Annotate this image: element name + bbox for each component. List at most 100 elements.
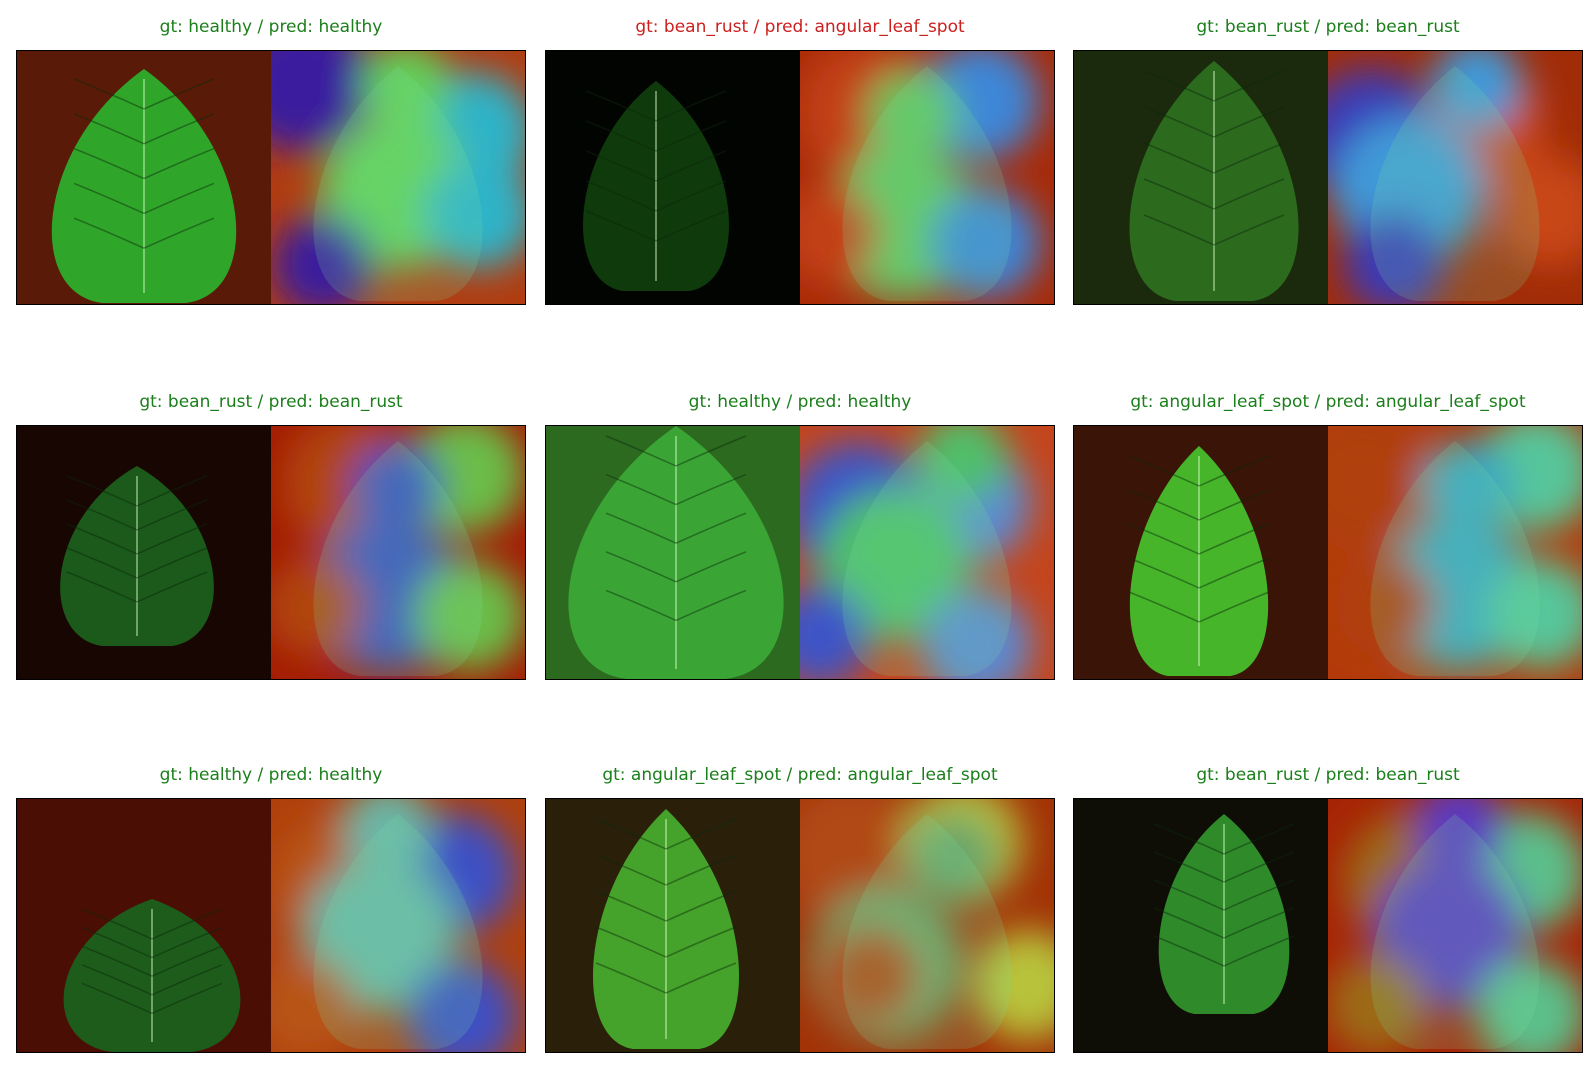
leaf-side-vein [81, 964, 223, 996]
heatmap-blob [909, 812, 999, 902]
leaf-shape [568, 426, 784, 679]
leaf-side-vein [66, 499, 208, 531]
heatmap-blob [800, 586, 870, 679]
leaf-side-vein [73, 217, 215, 249]
original-image [1074, 426, 1328, 679]
original-image [1074, 799, 1328, 1052]
original-image [17, 426, 271, 679]
panel-title: gt: bean_rust / pred: bean_rust [139, 392, 403, 412]
original-image [17, 799, 271, 1052]
leaf-overlay [1370, 66, 1540, 301]
leaf-shape [582, 81, 730, 291]
heatmap-blob [1432, 51, 1522, 129]
leaf-side-vein [1128, 557, 1270, 589]
heatmap-image [800, 799, 1054, 1052]
leaf-side-vein [585, 90, 727, 122]
heatmap-image [271, 426, 525, 679]
heatmap-blob [1414, 799, 1504, 871]
heatmap-image [800, 426, 1054, 679]
heatmap-blob [1335, 555, 1435, 655]
leaf-shape [592, 809, 740, 1049]
leaf-overlay [1370, 814, 1540, 1049]
heatmap-blob [361, 51, 451, 131]
heatmap-image [1328, 426, 1582, 679]
panel-title: gt: healthy / pred: healthy [159, 765, 383, 785]
heatmap-blob [271, 957, 355, 1052]
panel-title: gt: bean_rust / pred: angular_leaf_spot [635, 17, 965, 37]
image-pair [545, 798, 1055, 1053]
leaf-side-vein [595, 818, 737, 850]
leaf-side-vein [1128, 455, 1270, 487]
leaf-shape [1129, 446, 1269, 676]
heatmap-blob [800, 184, 879, 284]
heatmap-blob [973, 930, 1054, 1040]
leaf-photo [17, 799, 271, 1052]
saliency-heatmap [800, 51, 1054, 304]
saliency-heatmap [800, 799, 1054, 1052]
image-pair [1073, 425, 1583, 680]
heatmap-blob [1328, 426, 1433, 551]
leaf-side-vein [605, 473, 747, 506]
prediction-panel: gt: angular_leaf_spot / pred: angular_le… [545, 758, 1055, 1053]
leaf-side-vein [66, 475, 208, 507]
prediction-panel: gt: bean_rust / pred: bean_rust [1073, 758, 1583, 1053]
leaf-side-vein [605, 435, 747, 467]
image-pair [16, 50, 526, 305]
leaf-side-vein [1143, 178, 1285, 210]
prediction-panel: gt: healthy / pred: healthy [16, 758, 526, 1053]
leaf-side-vein [1128, 523, 1270, 555]
leaf-side-vein [605, 512, 747, 544]
leaf-shape [63, 899, 241, 1052]
prediction-panel: gt: healthy / pred: healthy [16, 10, 526, 305]
prediction-panel: gt: bean_rust / pred: bean_rust [1073, 10, 1583, 305]
leaf-side-vein [1143, 142, 1285, 174]
heatmap-blob [1496, 157, 1582, 267]
saliency-heatmap [1328, 799, 1582, 1052]
heatmap-blob [1423, 441, 1513, 531]
panel-title: gt: angular_leaf_spot / pred: angular_le… [602, 765, 998, 785]
panel-title: gt: healthy / pred: healthy [159, 17, 383, 37]
leaf-side-vein [81, 926, 223, 959]
leaf-side-vein [585, 180, 727, 212]
image-pair [545, 425, 1055, 680]
heatmap-blob [1487, 559, 1582, 669]
original-image [546, 426, 800, 679]
heatmap-blob [931, 188, 1041, 298]
heatmap-blob [352, 443, 442, 533]
leaf-shape [60, 466, 214, 646]
leaf-side-vein [66, 523, 208, 555]
heatmap-blob [271, 51, 371, 151]
prediction-panel: gt: angular_leaf_spot / pred: angular_le… [1073, 385, 1583, 680]
leaf-side-vein [1143, 214, 1285, 246]
heatmap-blob [271, 557, 364, 657]
original-image [546, 51, 800, 304]
leaf-side-vein [1128, 489, 1270, 521]
heatmap-blob [425, 159, 525, 269]
saliency-heatmap [271, 51, 525, 304]
original-image [17, 51, 271, 304]
heatmap-blob [1375, 858, 1525, 1008]
heatmap-blob [918, 426, 1008, 502]
leaf-photo [546, 426, 800, 679]
leaf-side-vein [81, 982, 223, 1015]
leaf-side-vein [595, 854, 737, 886]
heatmap-blob [1328, 955, 1426, 1052]
heatmap-image [271, 799, 525, 1052]
panel-title: gt: healthy / pred: healthy [688, 392, 912, 412]
leaf-side-vein [585, 150, 727, 182]
leaf-shape [51, 69, 237, 303]
prediction-panel: gt: bean_rust / pred: bean_rust [16, 385, 526, 680]
image-pair [545, 50, 1055, 305]
heatmap-blob [416, 561, 525, 671]
heatmap-blob [819, 489, 969, 639]
original-image [1074, 51, 1328, 304]
leaf-side-vein [605, 589, 747, 622]
panel-title: gt: bean_rust / pred: bean_rust [1196, 17, 1460, 37]
leaf-side-vein [66, 547, 208, 579]
heatmap-blob [273, 215, 373, 304]
leaf-side-vein [81, 908, 223, 940]
saliency-heatmap [800, 426, 1054, 679]
leaf-side-vein [1143, 70, 1285, 102]
heatmap-blob [1478, 959, 1582, 1052]
leaf-side-vein [585, 120, 727, 152]
